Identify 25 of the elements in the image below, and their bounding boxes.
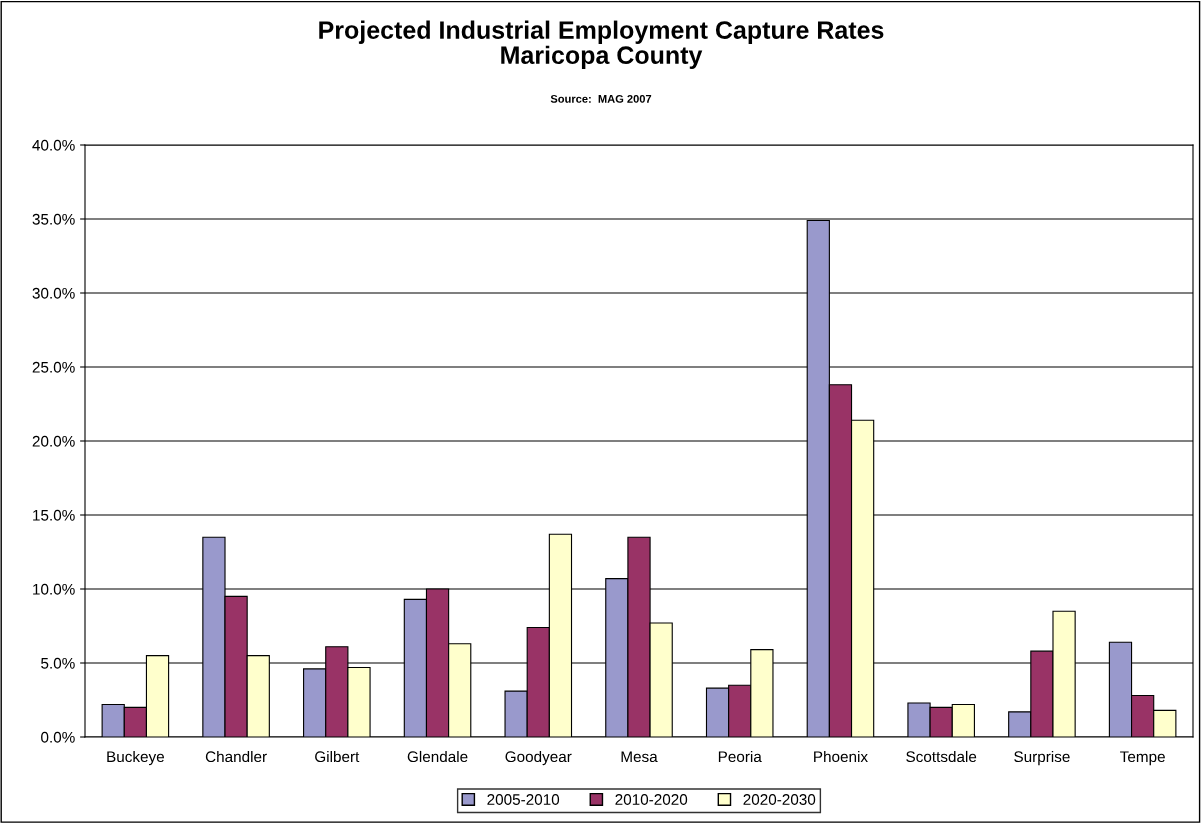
y-tick-label: 20.0%: [32, 435, 75, 447]
y-tick-label: 0.0%: [41, 731, 75, 743]
source-note: Source: MAG 2007: [550, 94, 652, 103]
x-tick-label: Tempe: [1120, 751, 1165, 766]
y-tick-label: 25.0%: [32, 361, 75, 373]
legend-label: 2020-2030: [743, 794, 816, 805]
x-tick-label: Peoria: [718, 750, 762, 763]
x-tick-label: Glendale: [407, 750, 468, 763]
legend-label: 2005-2010: [487, 794, 560, 805]
y-tick-label: 40.0%: [32, 139, 75, 151]
y-tick-label: 15.0%: [33, 509, 75, 521]
y-tick-label: 30.0%: [32, 287, 75, 299]
x-tick-label: Chandler: [205, 750, 267, 763]
x-tick-label: Buckeye: [107, 750, 164, 766]
y-tick-label: 5.0%: [41, 657, 75, 669]
legend-label: 2010-2020: [615, 794, 688, 805]
chart-title: Projected Industrial Employment Capture Rates Maricopa County: [319, 20, 884, 69]
x-tick-label: Goodyear: [505, 750, 572, 766]
x-tick-label: Mesa: [621, 751, 658, 763]
x-tick-label: Surprise: [1014, 750, 1070, 766]
x-tick-label: Phoenix: [814, 750, 868, 763]
y-tick-label: 10.0%: [33, 583, 75, 595]
x-tick-label: Scottsdale: [906, 750, 977, 763]
y-tick-label: 35.0%: [32, 213, 75, 225]
x-tick-label: Gilbert: [315, 750, 360, 763]
